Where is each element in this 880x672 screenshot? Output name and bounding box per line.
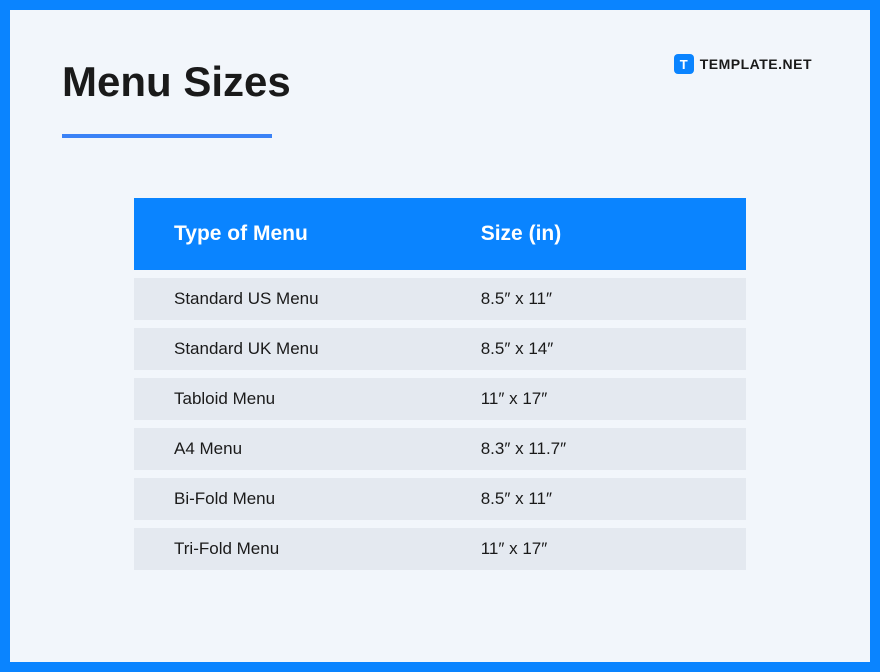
cell-type: Standard US Menu <box>134 289 477 309</box>
cell-size: 11″ x 17″ <box>477 539 746 559</box>
cell-type: Bi-Fold Menu <box>134 489 477 509</box>
brand-text: TEMPLATE.NET <box>700 56 812 72</box>
cell-size: 8.3″ x 11.7″ <box>477 439 746 459</box>
column-header-size: Size (in) <box>477 222 746 246</box>
cell-type: Tabloid Menu <box>134 389 477 409</box>
column-header-type: Type of Menu <box>134 222 477 246</box>
brand-badge: T TEMPLATE.NET <box>674 54 812 74</box>
table-row: Tri-Fold Menu 11″ x 17″ <box>134 528 746 570</box>
cell-type: Standard UK Menu <box>134 339 477 359</box>
table-row: Tabloid Menu 11″ x 17″ <box>134 378 746 420</box>
cell-size: 8.5″ x 14″ <box>477 339 746 359</box>
cell-type: Tri-Fold Menu <box>134 539 477 559</box>
title-underline <box>62 134 272 138</box>
menu-sizes-table: Type of Menu Size (in) Standard US Menu … <box>134 198 746 570</box>
table-row: A4 Menu 8.3″ x 11.7″ <box>134 428 746 470</box>
brand-icon: T <box>674 54 694 74</box>
cell-type: A4 Menu <box>134 439 477 459</box>
cell-size: 8.5″ x 11″ <box>477 289 746 309</box>
table-row: Bi-Fold Menu 8.5″ x 11″ <box>134 478 746 520</box>
cell-size: 11″ x 17″ <box>477 389 746 409</box>
cell-size: 8.5″ x 11″ <box>477 489 746 509</box>
page-frame: T TEMPLATE.NET Menu Sizes Type of Menu S… <box>0 0 880 672</box>
table-header: Type of Menu Size (in) <box>134 198 746 270</box>
table-row: Standard UK Menu 8.5″ x 14″ <box>134 328 746 370</box>
table-row: Standard US Menu 8.5″ x 11″ <box>134 278 746 320</box>
